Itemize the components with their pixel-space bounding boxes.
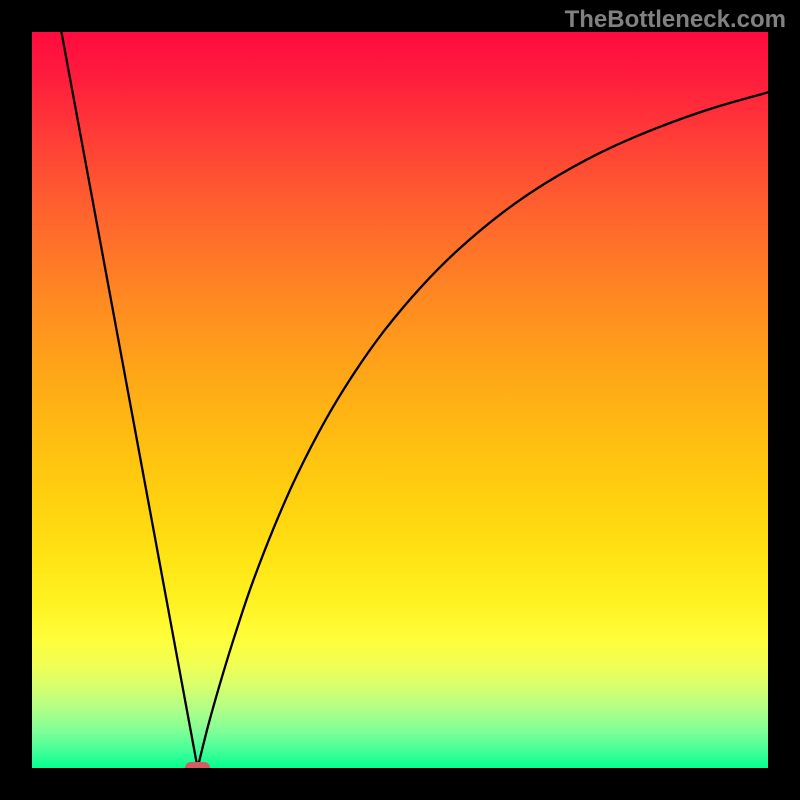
plot-frame-right	[768, 0, 800, 800]
watermark-text: TheBottleneck.com	[565, 6, 786, 34]
plot-frame-bottom	[0, 768, 800, 800]
bottleneck-curve	[32, 32, 768, 768]
plot-frame-left	[0, 0, 32, 800]
